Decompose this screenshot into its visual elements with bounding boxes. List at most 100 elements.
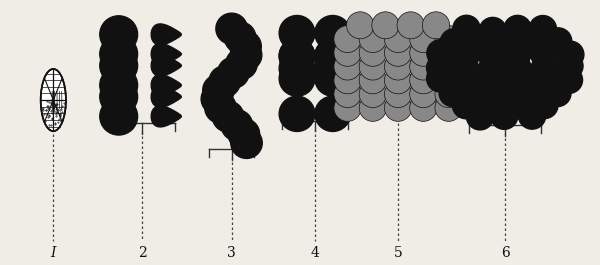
Ellipse shape (435, 67, 462, 94)
Polygon shape (151, 106, 181, 127)
Ellipse shape (100, 36, 137, 73)
Ellipse shape (439, 80, 466, 107)
Ellipse shape (226, 48, 257, 80)
Ellipse shape (100, 78, 137, 116)
Ellipse shape (518, 102, 546, 129)
Ellipse shape (385, 53, 412, 80)
Ellipse shape (410, 53, 437, 80)
Ellipse shape (315, 61, 350, 96)
Ellipse shape (435, 81, 462, 108)
Ellipse shape (224, 22, 256, 53)
Ellipse shape (279, 38, 315, 74)
Ellipse shape (478, 92, 506, 119)
Polygon shape (151, 75, 181, 96)
Ellipse shape (465, 29, 493, 56)
Ellipse shape (334, 81, 361, 108)
Ellipse shape (372, 12, 399, 39)
Text: 5: 5 (394, 246, 403, 260)
Ellipse shape (100, 98, 137, 135)
Ellipse shape (435, 25, 462, 52)
Ellipse shape (216, 13, 247, 44)
Ellipse shape (315, 38, 350, 74)
Ellipse shape (359, 39, 386, 66)
Ellipse shape (230, 31, 261, 62)
Ellipse shape (427, 65, 454, 92)
Ellipse shape (410, 94, 437, 121)
Ellipse shape (334, 39, 361, 66)
Ellipse shape (452, 42, 479, 69)
Ellipse shape (544, 28, 572, 55)
Ellipse shape (221, 110, 253, 141)
Ellipse shape (212, 101, 244, 132)
Ellipse shape (205, 92, 236, 123)
Ellipse shape (453, 15, 480, 42)
Ellipse shape (231, 127, 262, 158)
Text: 3: 3 (227, 246, 236, 260)
Ellipse shape (517, 29, 545, 56)
Ellipse shape (385, 25, 412, 52)
Ellipse shape (385, 39, 412, 66)
Ellipse shape (218, 57, 249, 88)
Ellipse shape (209, 66, 241, 97)
Ellipse shape (435, 94, 462, 121)
Ellipse shape (230, 39, 262, 71)
Polygon shape (151, 55, 181, 76)
Text: 2: 2 (138, 246, 147, 260)
Ellipse shape (557, 41, 584, 68)
Ellipse shape (334, 94, 361, 121)
Ellipse shape (479, 43, 506, 70)
Ellipse shape (453, 65, 480, 92)
Ellipse shape (531, 92, 558, 119)
Ellipse shape (279, 38, 315, 74)
Ellipse shape (410, 81, 437, 108)
Ellipse shape (504, 15, 531, 42)
Ellipse shape (279, 51, 315, 86)
Ellipse shape (279, 15, 315, 51)
Ellipse shape (410, 39, 437, 66)
Ellipse shape (530, 66, 557, 93)
Ellipse shape (504, 55, 532, 82)
Ellipse shape (359, 53, 386, 80)
Ellipse shape (315, 96, 350, 131)
Ellipse shape (201, 83, 233, 114)
Text: 4: 4 (310, 246, 319, 260)
Ellipse shape (556, 52, 583, 80)
Ellipse shape (279, 96, 315, 131)
Ellipse shape (427, 40, 454, 67)
Ellipse shape (506, 92, 533, 119)
Ellipse shape (440, 29, 467, 56)
Ellipse shape (315, 15, 350, 51)
Ellipse shape (503, 41, 530, 68)
Ellipse shape (427, 54, 454, 81)
Ellipse shape (530, 40, 557, 67)
Ellipse shape (359, 25, 386, 52)
Ellipse shape (385, 81, 412, 108)
Ellipse shape (334, 25, 361, 52)
Ellipse shape (315, 38, 350, 74)
Polygon shape (151, 86, 181, 107)
Ellipse shape (315, 51, 350, 86)
Polygon shape (151, 24, 181, 45)
Ellipse shape (452, 92, 479, 119)
Ellipse shape (100, 47, 137, 84)
Ellipse shape (529, 16, 556, 42)
Ellipse shape (491, 102, 518, 129)
Ellipse shape (410, 25, 437, 52)
Ellipse shape (228, 118, 260, 150)
Ellipse shape (385, 94, 412, 121)
Ellipse shape (100, 16, 137, 53)
Ellipse shape (203, 75, 234, 106)
Ellipse shape (435, 53, 462, 80)
Ellipse shape (359, 67, 386, 94)
Ellipse shape (451, 55, 479, 82)
Ellipse shape (410, 67, 437, 94)
Ellipse shape (279, 61, 315, 96)
Ellipse shape (544, 80, 571, 107)
Ellipse shape (493, 78, 520, 105)
Ellipse shape (555, 67, 583, 94)
Ellipse shape (334, 53, 361, 80)
Ellipse shape (505, 65, 532, 92)
Ellipse shape (347, 12, 374, 39)
Ellipse shape (466, 103, 494, 130)
Ellipse shape (466, 79, 494, 106)
